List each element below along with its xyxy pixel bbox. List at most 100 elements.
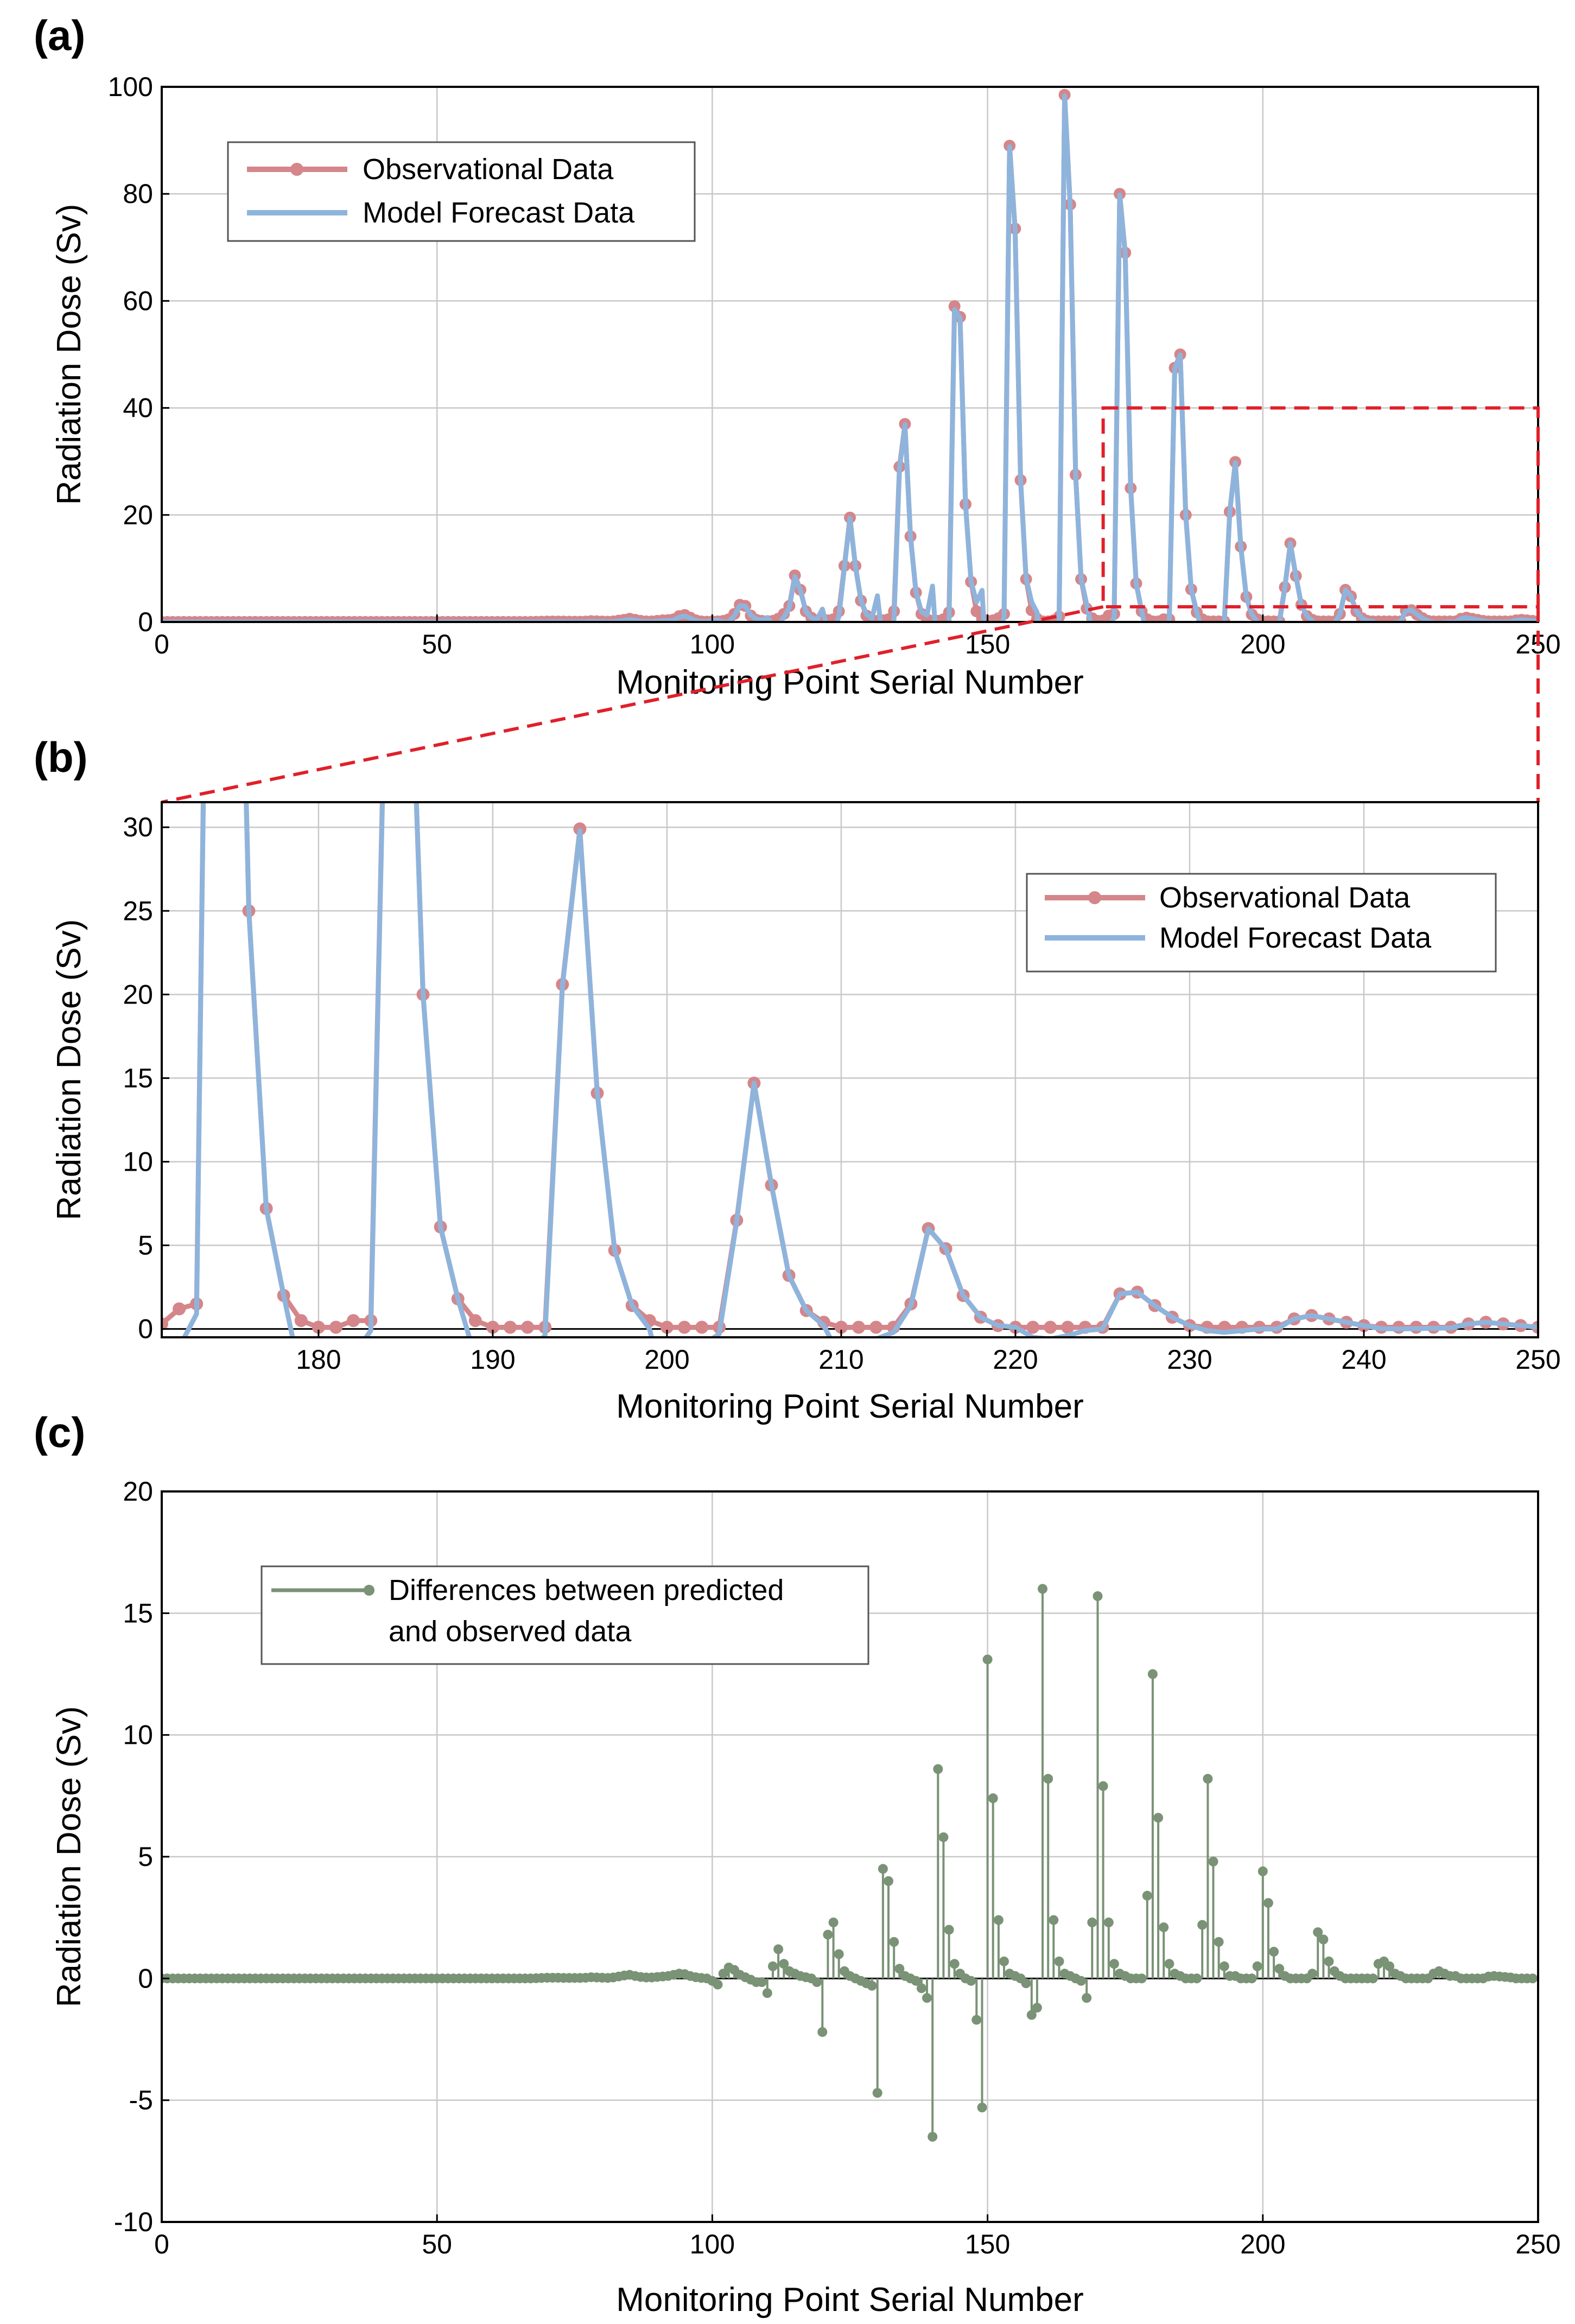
observed-point — [521, 1320, 535, 1334]
difference-point — [1247, 1973, 1257, 1984]
x-tick-label: 250 — [1515, 2229, 1560, 2259]
difference-point — [944, 1925, 954, 1935]
difference-point — [1318, 1934, 1329, 1945]
y-tick-label: 5 — [138, 1230, 153, 1261]
legend-box-c — [261, 1565, 869, 1665]
difference-point — [757, 1977, 767, 1988]
y-tick-label: 40 — [123, 393, 153, 423]
difference-point — [878, 1864, 888, 1874]
axes-frame-b — [161, 801, 1539, 1338]
y-tick-label: 0 — [138, 1963, 153, 1993]
difference-point — [713, 1979, 723, 1990]
x-tick-label: 0 — [154, 629, 169, 659]
x-tick-label: 100 — [690, 2229, 735, 2259]
observed-point — [399, 486, 412, 499]
difference-point — [1164, 1959, 1174, 1969]
y-tick-label: 20 — [123, 979, 153, 1009]
difference-point — [1142, 1890, 1152, 1901]
x-tick-label: 100 — [690, 629, 735, 659]
observed-point — [329, 1320, 342, 1334]
difference-point — [812, 1977, 822, 1988]
observed-point — [173, 1302, 186, 1316]
y-tick-label: 25 — [123, 896, 153, 926]
y-tick-label: 100 — [108, 72, 153, 102]
difference-point — [1049, 1915, 1059, 1925]
legend-label-forecast-b: Model Forecast Data — [1159, 922, 1432, 954]
difference-point — [1274, 1964, 1285, 1974]
legend-marker-difference-c — [364, 1585, 374, 1596]
legend-box-b — [1026, 873, 1497, 973]
x-tick-label: 50 — [422, 629, 452, 659]
plot-area-b — [162, 486, 1538, 1337]
panel-label-c: (c) — [34, 1408, 85, 1456]
x-tick-label: 0 — [154, 2229, 169, 2259]
difference-point — [1203, 1774, 1213, 1784]
difference-point — [1021, 1978, 1031, 1989]
observed-point — [347, 1314, 360, 1328]
y-axis-title-b: Radiation Dose (Sv) — [50, 919, 88, 1221]
difference-point — [884, 1876, 893, 1886]
panel-label-a: (a) — [34, 11, 85, 59]
difference-point — [977, 2103, 987, 2113]
difference-point — [1054, 1956, 1064, 1966]
difference-point — [1032, 2003, 1042, 2013]
observed-point — [382, 528, 395, 541]
series-forecast-line — [162, 93, 1538, 622]
x-tick-label: 50 — [422, 2229, 452, 2259]
difference-point — [982, 1654, 993, 1665]
legend-marker-observed-b — [1088, 891, 1101, 904]
difference-point — [1043, 1774, 1053, 1784]
legend-box-a — [227, 141, 696, 242]
observed-point — [486, 1320, 499, 1334]
difference-point — [768, 1961, 778, 1971]
difference-point — [1038, 1584, 1047, 1594]
y-tick-label: 0 — [138, 1314, 153, 1344]
difference-point — [1252, 1961, 1262, 1971]
observed-point — [294, 1314, 308, 1328]
legend-label-difference-line1: Differences between predicted — [389, 1574, 784, 1607]
x-axis-title-c: Monitoring Point Serial Number — [616, 2281, 1084, 2319]
panel-label-b: (b) — [34, 733, 88, 781]
difference-point — [894, 1964, 905, 1974]
x-tick-label: 150 — [965, 2229, 1010, 2259]
difference-point — [1313, 1927, 1323, 1938]
y-tick-label: 5 — [138, 1842, 153, 1872]
x-axis-title-b: Monitoring Point Serial Number — [616, 1388, 1084, 1425]
panel-c: 0 50 100 150 200 250 -10 -5 0 5 10 15 20 Monitoring … — [50, 1476, 1561, 2319]
difference-point — [911, 1976, 921, 1986]
difference-point — [1103, 1917, 1114, 1928]
y-tick-label: -10 — [114, 2207, 153, 2237]
x-tick-label: 200 — [644, 1344, 689, 1375]
difference-point — [1026, 2010, 1037, 2020]
series-forecast-line — [181, 802, 1538, 1337]
difference-point — [1109, 1959, 1119, 1969]
difference-point — [1098, 1781, 1108, 1791]
difference-point — [916, 1983, 926, 1993]
x-tick-label: 200 — [1240, 629, 1285, 659]
difference-point — [1087, 1917, 1097, 1928]
observed-point — [869, 1320, 883, 1334]
observed-point — [660, 1320, 674, 1334]
difference-point — [1219, 1961, 1229, 1971]
difference-point — [988, 1793, 998, 1804]
x-tick-label: 230 — [1167, 1344, 1212, 1375]
difference-point — [834, 1949, 844, 1959]
difference-point — [1093, 1591, 1103, 1601]
difference-point — [1269, 1947, 1279, 1957]
difference-point — [867, 1980, 877, 1991]
x-tick-label: 200 — [1240, 2229, 1285, 2259]
x-tick-label: 250 — [1515, 1344, 1560, 1375]
observed-point — [678, 1320, 691, 1334]
observed-point — [1061, 1320, 1075, 1334]
x-tick-label: 240 — [1341, 1344, 1386, 1375]
difference-point — [1147, 1669, 1158, 1679]
difference-point — [779, 1959, 789, 1969]
difference-point — [823, 1929, 833, 1940]
difference-point — [1263, 1898, 1273, 1908]
difference-point — [1368, 1973, 1378, 1984]
y-tick-label: 0 — [138, 607, 153, 637]
observed-point — [695, 1320, 709, 1334]
